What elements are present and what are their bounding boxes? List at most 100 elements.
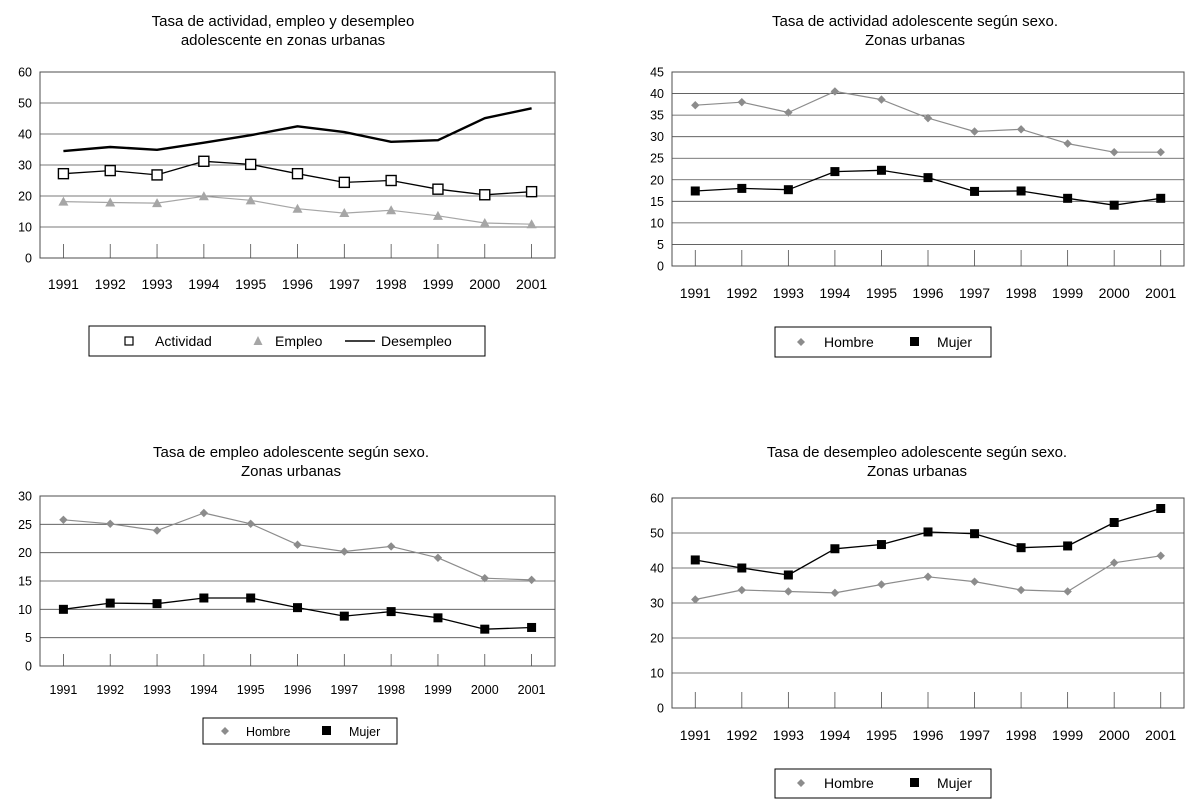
x-tick-label: 1992 (96, 683, 124, 697)
x-tick-label: 1997 (959, 285, 990, 301)
data-point-mujer (737, 183, 747, 193)
data-point-hombre (293, 540, 302, 549)
x-tick-label: 1996 (912, 727, 943, 743)
x-tick-label: 1999 (422, 276, 453, 292)
data-point-mujer (58, 604, 68, 614)
legend: Hombre Mujer (202, 717, 398, 745)
chart-title: Tasa de actividad, empleo y desempleo (152, 13, 415, 30)
data-point-mujer (737, 563, 747, 573)
x-tick-label: 1996 (282, 276, 313, 292)
data-point-mujer (246, 593, 256, 603)
data-point-mujer (1109, 200, 1119, 210)
y-tick-label: 50 (18, 97, 32, 111)
x-tick-label: 1991 (50, 683, 78, 697)
x-tick-label: 2001 (1145, 727, 1176, 743)
data-point-hombre (1156, 147, 1165, 157)
data-point-hombre (340, 547, 349, 556)
legend-marker-hombre (221, 727, 229, 735)
y-tick-label: 60 (18, 66, 32, 80)
data-point-mujer (783, 185, 793, 195)
data-point-empleo (292, 203, 303, 213)
x-tick-label: 1992 (726, 285, 757, 301)
x-tick-label: 1999 (1052, 727, 1083, 743)
x-tick-label: 1998 (377, 683, 405, 697)
data-point-hombre (970, 127, 979, 136)
x-tick-label: 1995 (866, 727, 897, 743)
x-tick-label: 1999 (1052, 285, 1083, 301)
series-line-mujer (695, 507, 1161, 576)
data-point-hombre (1063, 139, 1072, 148)
series-line-desempleo (63, 107, 532, 153)
data-point-mujer (690, 555, 700, 565)
y-tick-label: 15 (650, 195, 664, 209)
y-tick-label: 0 (25, 660, 32, 674)
y-tick-label: 40 (650, 562, 664, 576)
data-point-mujer (339, 611, 349, 621)
data-point-hombre (923, 113, 933, 123)
legend-box (774, 326, 992, 358)
data-point-mujer (199, 593, 209, 603)
y-tick-label: 45 (650, 66, 664, 80)
data-point-hombre (923, 572, 933, 581)
legend: Actividad Empleo Desempleo (88, 325, 486, 357)
x-tick-label: 2000 (469, 276, 500, 292)
data-point-hombre (1063, 587, 1072, 596)
y-tick-label: 40 (18, 128, 32, 142)
y-tick-label: 25 (650, 152, 664, 166)
x-tick-label: 1995 (866, 285, 897, 301)
x-tick-label: 1997 (329, 276, 360, 292)
plot-frame (671, 71, 1185, 267)
data-point-mujer (1156, 193, 1166, 203)
x-tick-label: 1991 (48, 276, 79, 292)
data-point-actividad (104, 164, 116, 177)
x-tick-label: 1997 (959, 727, 990, 743)
data-point-hombre (877, 580, 886, 589)
data-point-hombre (152, 526, 162, 535)
x-tick-label: 2000 (471, 683, 499, 697)
legend-label-mujer: Mujer (349, 725, 380, 739)
x-tick-label: 1994 (188, 276, 219, 292)
data-point-mujer (923, 527, 933, 537)
legend-marker-empleo (253, 336, 263, 345)
chart-subtitle: Zonas urbanas (865, 32, 965, 49)
data-point-mujer (876, 540, 886, 550)
data-point-hombre (433, 553, 443, 562)
plot-area: 0 5 10 15 20 25 30 1991 1992 1993 1994 1995 1996 1997… (18, 490, 556, 697)
data-point-actividad (198, 155, 210, 167)
y-tick-label: 10 (650, 216, 664, 230)
data-point-mujer (923, 173, 933, 183)
legend-label-hombre: Hombre (824, 334, 874, 350)
data-point-mujer (830, 544, 840, 554)
x-tick-label: 1998 (376, 276, 407, 292)
legend-label-hombre: Hombre (246, 725, 291, 739)
y-tick-label: 35 (650, 109, 664, 123)
data-point-mujer (830, 167, 840, 177)
data-point-mujer (152, 599, 162, 609)
legend-label-empleo: Empleo (275, 333, 323, 349)
data-point-empleo (386, 205, 397, 215)
data-point-empleo (198, 191, 209, 201)
x-tick-label: 1998 (1006, 727, 1037, 743)
data-point-empleo (58, 196, 69, 206)
y-tick-label: 60 (650, 492, 664, 506)
data-point-hombre (480, 573, 489, 583)
x-tick-label: 1992 (726, 727, 757, 743)
data-point-hombre (199, 508, 209, 518)
data-point-empleo (105, 197, 116, 207)
y-tick-label: 0 (25, 252, 32, 266)
data-point-hombre (1016, 585, 1026, 595)
chart-subtitle: Zonas urbanas (867, 463, 967, 480)
x-tick-label: 2000 (1099, 727, 1130, 743)
data-point-empleo (479, 217, 490, 227)
chart-empleo-segun-sexo: Tasa de empleo adolescente según sexo. Z… (18, 444, 556, 745)
series-line-mujer (63, 597, 532, 630)
x-tick-label: 2000 (1099, 285, 1130, 301)
x-tick-label: 1995 (235, 276, 266, 292)
plot-area: 0 10 20 30 40 50 60 1991 1992 1993 1994 1995 1996 199… (650, 492, 1185, 743)
y-tick-label: 30 (650, 597, 664, 611)
data-point-actividad (291, 167, 304, 180)
legend-label-mujer: Mujer (937, 334, 972, 350)
y-tick-label: 10 (18, 603, 32, 617)
data-point-mujer (1063, 193, 1073, 203)
